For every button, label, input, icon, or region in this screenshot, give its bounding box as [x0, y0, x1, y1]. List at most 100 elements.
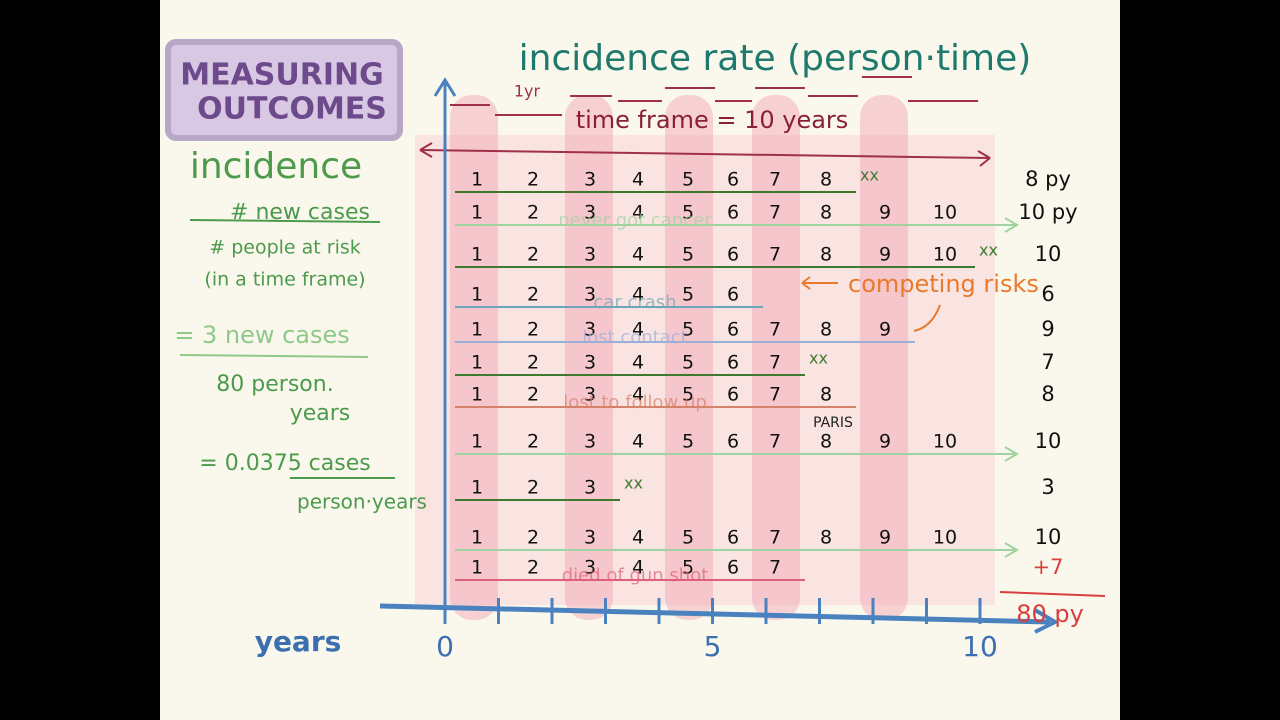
year-number: 3 [584, 244, 596, 266]
year-number: 7 [769, 431, 781, 453]
year-number: 1 [471, 557, 483, 579]
step-two: 80 person. [216, 372, 333, 397]
year-number: 4 [632, 352, 644, 374]
time-frame: time frame = 10 years [576, 106, 849, 134]
year-number: 3 [584, 319, 596, 341]
year-number: 4 [632, 319, 644, 341]
year-number: 7 [769, 384, 781, 406]
x-tick-label: 10 [962, 630, 998, 663]
year-number: 3 [584, 352, 596, 374]
year-number: 1 [471, 244, 483, 266]
year-number: 7 [769, 244, 781, 266]
year-number: 3 [584, 169, 596, 191]
year-number: 9 [879, 244, 891, 266]
x-arrowhead [1033, 608, 1060, 634]
year-number: 10 [933, 244, 957, 266]
year-number: 9 [879, 527, 891, 549]
year-number: 10 [933, 527, 957, 549]
top-arrows [419, 76, 991, 167]
row-total: 9 [1041, 317, 1054, 341]
year-number: 5 [682, 284, 694, 306]
denominator: # people at risk [209, 237, 361, 259]
stripe [450, 95, 498, 620]
year-number: 6 [727, 352, 739, 374]
year-number: 8 [820, 319, 832, 341]
row-total: 3 [1041, 475, 1054, 499]
year-number: 1 [471, 477, 483, 499]
year-number: 6 [727, 284, 739, 306]
sum-bar [999, 591, 1106, 597]
year-number: 2 [527, 202, 539, 224]
year-number: 8 [820, 384, 832, 406]
year-number: 7 [769, 319, 781, 341]
year-number: 4 [632, 169, 644, 191]
year-number: 4 [632, 202, 644, 224]
arrow-segments [450, 76, 978, 116]
arrowhead [1004, 446, 1019, 462]
year-number: 3 [584, 477, 596, 499]
year-number: 3 [584, 431, 596, 453]
year-number: 7 [769, 169, 781, 191]
year-number: 6 [727, 431, 739, 453]
year-number: 4 [632, 527, 644, 549]
step-three-den: person·years [297, 490, 427, 514]
step-two: years [290, 401, 351, 426]
row-total: 6 [1041, 282, 1054, 306]
sum: 80 py [1016, 600, 1084, 628]
stripe [665, 95, 713, 620]
year-number: 9 [879, 202, 891, 224]
year-number: 10 [933, 431, 957, 453]
arrowhead [1004, 217, 1019, 233]
year-number: 1 [471, 284, 483, 306]
year-number: 6 [727, 557, 739, 579]
event-mark: xx [860, 166, 879, 185]
year-number: 7 [769, 202, 781, 224]
fraction-bar [189, 219, 381, 223]
stripes [415, 95, 995, 620]
one-year: 1yr [514, 82, 541, 101]
year-number: 4 [632, 557, 644, 579]
x-axis [379, 603, 1051, 625]
year-number: 3 [584, 557, 596, 579]
badge-line: MEASURING [180, 58, 384, 93]
year-number: 8 [820, 431, 832, 453]
step-one: = 3 new cases [174, 321, 350, 349]
x-tick-label: 0 [436, 630, 454, 663]
year-number: 6 [727, 527, 739, 549]
row-total: 10 py [1018, 200, 1077, 224]
competing-risks: competing risks [848, 270, 1039, 298]
year-number: 4 [632, 431, 644, 453]
stripe [860, 95, 908, 620]
year-number: 8 [820, 169, 832, 191]
year-number: 6 [727, 169, 739, 191]
event-mark: xx [809, 349, 828, 368]
year-number: 4 [632, 284, 644, 306]
row-total: 7 [1041, 350, 1054, 374]
year-number: 7 [769, 352, 781, 374]
year-number: 5 [682, 384, 694, 406]
year-number: 6 [727, 202, 739, 224]
year-number: 2 [527, 477, 539, 499]
year-number: 2 [527, 527, 539, 549]
year-number: 2 [527, 384, 539, 406]
year-number: 1 [471, 527, 483, 549]
year-number: 5 [682, 352, 694, 374]
year-number: 10 [933, 202, 957, 224]
year-number: 1 [471, 352, 483, 374]
year-number: 3 [584, 384, 596, 406]
badge [165, 39, 403, 141]
year-number: 5 [682, 169, 694, 191]
year-number: 8 [820, 527, 832, 549]
year-number: 4 [632, 384, 644, 406]
row-note: never got cancer [558, 210, 712, 231]
year-number: 9 [879, 431, 891, 453]
year-number: 2 [527, 244, 539, 266]
year-number: 4 [632, 244, 644, 266]
year-number: 1 [471, 319, 483, 341]
title: incidence rate (person·time) [519, 38, 1032, 79]
row-total: 8 [1041, 382, 1054, 406]
row-note: died of gun shot [562, 565, 709, 586]
year-number: 9 [879, 319, 891, 341]
row-note: car crash [593, 292, 676, 313]
